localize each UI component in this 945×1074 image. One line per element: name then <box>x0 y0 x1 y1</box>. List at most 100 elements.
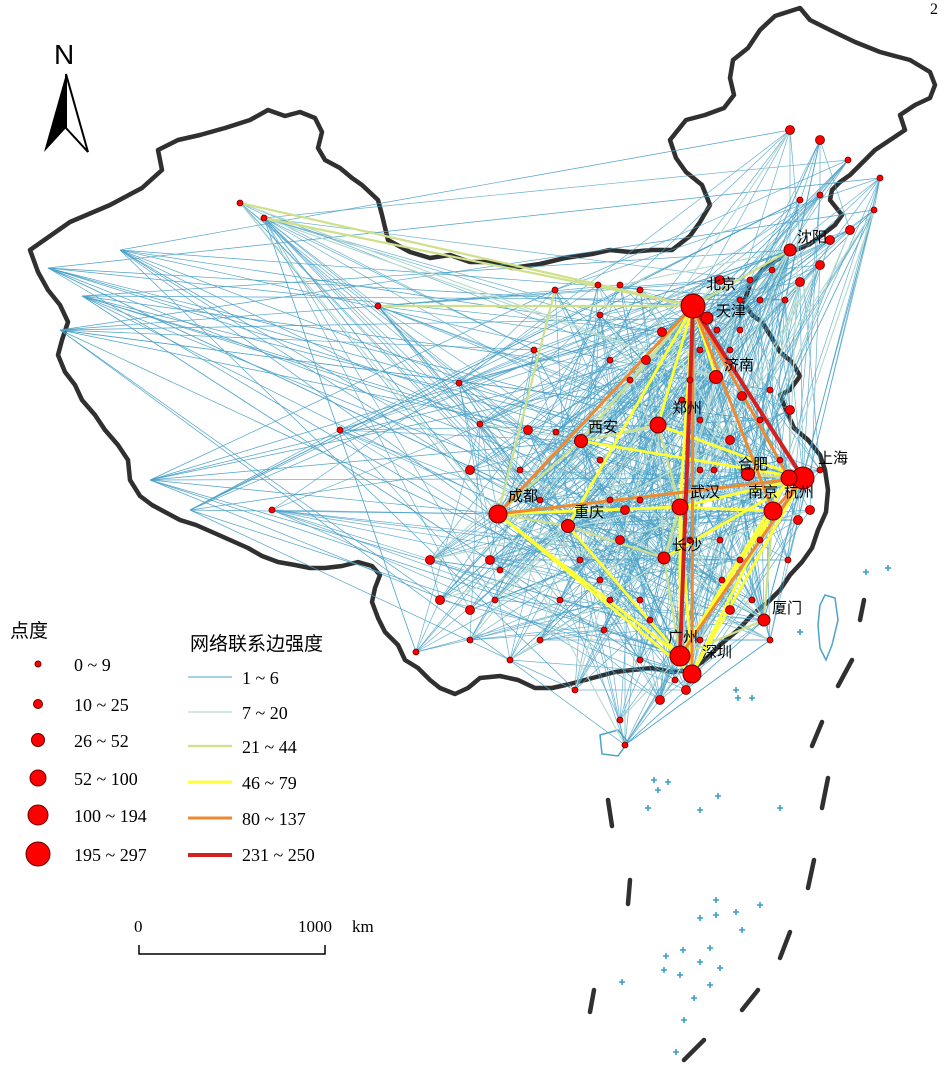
edge-class-1 <box>469 194 821 471</box>
network-node <box>606 356 614 364</box>
edge-class-1 <box>47 267 701 471</box>
edge-class-1 <box>479 423 621 721</box>
edge-class-1 <box>239 202 691 381</box>
network-node <box>678 396 686 404</box>
network-node-cd <box>488 504 508 524</box>
network-node-cs <box>657 551 671 565</box>
edge-class-1 <box>469 629 605 641</box>
edge-class-1 <box>763 209 875 621</box>
edge-class-1 <box>263 217 701 471</box>
hainan-outline <box>599 729 629 757</box>
city-label-beijing: 北京 <box>706 275 736 293</box>
island-mark <box>797 629 803 635</box>
edge-class-4 <box>663 476 804 560</box>
edge-class-1 <box>149 440 582 481</box>
network-node <box>768 266 776 274</box>
network-node <box>412 648 420 656</box>
network-node <box>815 135 825 145</box>
edge-class-1 <box>469 477 804 611</box>
edge-class-1 <box>759 139 821 421</box>
edge-class-4 <box>690 477 805 675</box>
island-mark <box>665 779 671 785</box>
edge-class-1 <box>527 429 693 675</box>
edge-class-1 <box>271 509 601 581</box>
edge-class-1 <box>639 289 701 641</box>
edge-class-1 <box>189 469 471 511</box>
network-node <box>552 428 560 436</box>
edge-class-1 <box>519 249 791 471</box>
network-node <box>696 346 704 354</box>
edge-class-1 <box>377 305 460 384</box>
network-node <box>491 596 499 604</box>
degree-label-1: 0 ~ 9 <box>74 655 111 675</box>
edge-class-1 <box>533 349 749 475</box>
network-node-jn <box>709 370 723 384</box>
edge-class-1 <box>729 194 821 351</box>
network-node <box>616 281 624 289</box>
edge-class-3 <box>580 305 694 442</box>
edge-class-4 <box>497 512 693 676</box>
network-node <box>766 386 774 394</box>
south-china-sea-boundary <box>587 597 867 1063</box>
svg-text:1000: 1000 <box>298 917 332 936</box>
edge-class-1 <box>509 659 576 691</box>
edge-class-1 <box>119 249 611 361</box>
edge-class-1 <box>189 509 511 661</box>
edge-class-1 <box>47 267 641 501</box>
network-node <box>621 741 629 749</box>
network-node <box>825 235 835 245</box>
network-node <box>713 326 721 334</box>
network-node <box>876 174 884 182</box>
degree-label-4: 52 ~ 100 <box>74 769 138 789</box>
svg-text:网络联系边强度: 网络联系边强度 <box>190 633 323 655</box>
edge-class-1 <box>497 239 831 515</box>
edge-class-1 <box>458 382 511 661</box>
edge-class-1 <box>81 295 529 431</box>
edge-class-1 <box>47 267 611 601</box>
edge-class-1 <box>458 382 661 701</box>
island-mark <box>697 959 703 965</box>
network-node-hz <box>763 501 783 521</box>
network-node <box>746 276 754 284</box>
edge-class-1 <box>555 431 691 541</box>
edge-class-1 <box>377 305 681 508</box>
edge-class-1 <box>747 209 875 475</box>
network-node <box>615 535 625 545</box>
network-node-sz <box>682 664 702 684</box>
island-mark <box>733 909 739 915</box>
edge-class-1 <box>499 569 661 701</box>
edge-class-1 <box>599 305 694 581</box>
edge-class-1 <box>629 379 790 479</box>
edge-class-1 <box>458 249 791 384</box>
edge-class-1 <box>377 305 701 351</box>
edge-class-1 <box>59 329 641 601</box>
edge-class-3 <box>762 510 775 621</box>
network-node <box>736 296 744 304</box>
edge-class-3 <box>263 216 694 308</box>
city-label-chengdu: 成都 <box>508 487 538 505</box>
network-node <box>616 716 624 724</box>
network-node <box>636 596 644 604</box>
edge-class-1 <box>597 284 683 401</box>
taiwan-outline <box>817 594 839 662</box>
city-label-zhengzhou: 郑州 <box>672 399 702 417</box>
degree-label-2: 10 ~ 25 <box>74 695 129 715</box>
island-mark <box>777 805 783 811</box>
network-node-tj <box>700 311 714 325</box>
edge-class-4 <box>657 423 804 480</box>
network-node <box>766 636 774 644</box>
network-node <box>736 326 744 334</box>
edge-class-1 <box>554 177 881 291</box>
network-node <box>636 656 644 664</box>
edge-class-2 <box>679 299 741 508</box>
edge-class-1 <box>263 217 417 653</box>
edge-class-1 <box>659 264 821 701</box>
network-node <box>536 636 544 644</box>
edge-class-1 <box>751 477 804 601</box>
edge-class-1 <box>81 295 691 541</box>
edge-class-1 <box>189 509 499 515</box>
network-node <box>516 466 524 474</box>
degree-label-5: 100 ~ 194 <box>74 806 147 826</box>
network-node <box>805 505 815 515</box>
edge-class-1 <box>629 379 701 641</box>
